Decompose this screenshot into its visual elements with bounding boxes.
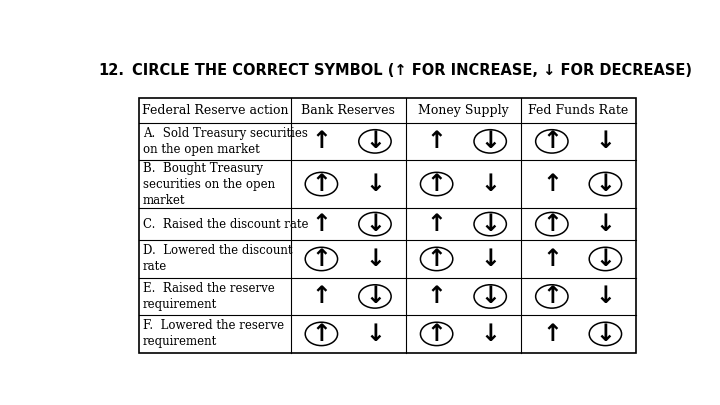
Text: ↓: ↓ bbox=[595, 322, 616, 346]
Text: CIRCLE THE CORRECT SYMBOL (↑ FOR INCREASE, ↓ FOR DECREASE): CIRCLE THE CORRECT SYMBOL (↑ FOR INCREAS… bbox=[132, 63, 692, 78]
Text: Fed Funds Rate: Fed Funds Rate bbox=[528, 104, 629, 117]
Text: ↑: ↑ bbox=[427, 284, 446, 309]
Text: ↑: ↑ bbox=[542, 284, 562, 309]
Text: B.  Bought Treasury
securities on the open
market: B. Bought Treasury securities on the ope… bbox=[143, 162, 275, 207]
Text: D.  Lowered the discount
rate: D. Lowered the discount rate bbox=[143, 245, 292, 273]
Text: ↓: ↓ bbox=[365, 212, 385, 236]
Text: ↓: ↓ bbox=[480, 322, 500, 346]
Text: ↑: ↑ bbox=[312, 172, 331, 196]
Text: 12.: 12. bbox=[99, 63, 125, 78]
Text: ↑: ↑ bbox=[312, 247, 331, 271]
Text: Federal Reserve action: Federal Reserve action bbox=[142, 104, 288, 117]
Text: ↑: ↑ bbox=[542, 322, 562, 346]
Text: ↓: ↓ bbox=[365, 129, 385, 153]
Text: ↓: ↓ bbox=[365, 284, 385, 309]
Text: ↑: ↑ bbox=[427, 322, 446, 346]
Text: ↓: ↓ bbox=[480, 212, 500, 236]
Text: ↑: ↑ bbox=[427, 247, 446, 271]
Text: F.  Lowered the reserve
requirement: F. Lowered the reserve requirement bbox=[143, 320, 284, 348]
Text: ↓: ↓ bbox=[480, 129, 500, 153]
Text: ↑: ↑ bbox=[542, 129, 562, 153]
Text: ↑: ↑ bbox=[312, 212, 331, 236]
Text: ↑: ↑ bbox=[542, 247, 562, 271]
Text: ↓: ↓ bbox=[480, 284, 500, 309]
Text: A.  Sold Treasury securities
on the open market: A. Sold Treasury securities on the open … bbox=[143, 127, 308, 156]
Text: Bank Reserves: Bank Reserves bbox=[301, 104, 395, 117]
Text: ↑: ↑ bbox=[312, 129, 331, 153]
Text: ↑: ↑ bbox=[312, 284, 331, 309]
Text: ↓: ↓ bbox=[595, 284, 616, 309]
Text: ↓: ↓ bbox=[365, 322, 385, 346]
Text: ↓: ↓ bbox=[595, 212, 616, 236]
Text: ↓: ↓ bbox=[480, 247, 500, 271]
Text: ↓: ↓ bbox=[365, 247, 385, 271]
Text: ↓: ↓ bbox=[365, 172, 385, 196]
Text: ↓: ↓ bbox=[595, 172, 616, 196]
Text: ↑: ↑ bbox=[542, 172, 562, 196]
Bar bbox=[139, 98, 636, 353]
Text: ↑: ↑ bbox=[427, 172, 446, 196]
Text: ↓: ↓ bbox=[595, 247, 616, 271]
Text: ↑: ↑ bbox=[542, 212, 562, 236]
Text: ↑: ↑ bbox=[427, 129, 446, 153]
Text: ↓: ↓ bbox=[595, 129, 616, 153]
Text: ↓: ↓ bbox=[480, 172, 500, 196]
Text: E.  Raised the reserve
requirement: E. Raised the reserve requirement bbox=[143, 282, 275, 311]
Text: C.  Raised the discount rate: C. Raised the discount rate bbox=[143, 217, 308, 230]
Text: ↑: ↑ bbox=[312, 322, 331, 346]
Text: ↑: ↑ bbox=[427, 212, 446, 236]
Text: Money Supply: Money Supply bbox=[418, 104, 509, 117]
